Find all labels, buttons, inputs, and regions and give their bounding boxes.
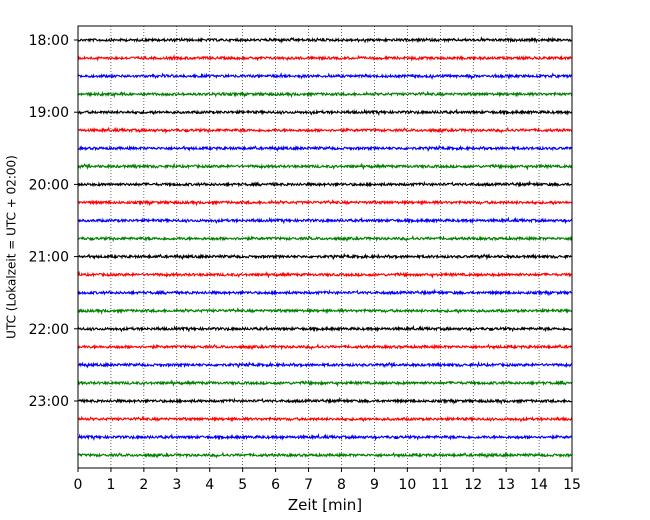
x-tick-label-14: 14 bbox=[530, 477, 548, 493]
x-tick-label-15: 15 bbox=[563, 477, 581, 493]
x-axis-title: Zeit [min] bbox=[288, 496, 362, 514]
trace-1830 bbox=[77, 72, 573, 81]
y-tick-label-2300: 23:00 bbox=[29, 394, 69, 410]
trace-2215 bbox=[77, 343, 573, 351]
x-tick-label-8: 8 bbox=[337, 477, 346, 493]
x-tick-label-5: 5 bbox=[238, 477, 247, 493]
trace-2330 bbox=[77, 433, 573, 442]
x-tick-label-11: 11 bbox=[431, 477, 449, 493]
trace-2000 bbox=[77, 180, 573, 188]
trace-2030 bbox=[77, 216, 573, 225]
x-tick-label-12: 12 bbox=[464, 477, 482, 493]
x-tick-label-9: 9 bbox=[370, 477, 379, 493]
trace-1945 bbox=[77, 162, 573, 171]
trace-2145 bbox=[77, 307, 573, 315]
trace-1845 bbox=[77, 90, 573, 99]
y-axis-title: UTC (Lokalzeit = UTC + 02:00) bbox=[5, 155, 19, 339]
x-tick-label-3: 3 bbox=[172, 477, 181, 493]
trace-1800 bbox=[77, 36, 573, 44]
trace-2045 bbox=[77, 234, 573, 243]
trace-2200 bbox=[77, 324, 573, 333]
x-tick-label-0: 0 bbox=[74, 477, 83, 493]
x-tick-label-7: 7 bbox=[304, 477, 313, 493]
trace-2100 bbox=[77, 252, 573, 261]
trace-2115 bbox=[77, 270, 573, 279]
x-tick-label-2: 2 bbox=[139, 477, 148, 493]
trace-2300 bbox=[77, 396, 573, 406]
tick-layer: 0 1 2 3 4 5 6 7 8 9 10 11 12 13 14 1518:0019:0020:0021:… bbox=[29, 33, 581, 493]
x-tick-label-1: 1 bbox=[106, 477, 115, 493]
x-tick-label-10: 10 bbox=[398, 477, 416, 493]
trace-1900 bbox=[77, 108, 573, 117]
y-tick-label-1900: 19:00 bbox=[29, 105, 69, 121]
trace-1815 bbox=[77, 54, 573, 62]
x-tick-label-13: 13 bbox=[497, 477, 515, 493]
trace-1915 bbox=[77, 126, 573, 135]
y-tick-label-2000: 20:00 bbox=[29, 177, 69, 193]
y-tick-label-1800: 18:00 bbox=[29, 33, 69, 49]
trace-2245 bbox=[77, 379, 573, 388]
trace-2315 bbox=[77, 415, 573, 423]
plot-frame bbox=[77, 25, 573, 469]
trace-layer bbox=[77, 36, 573, 459]
trace-2015 bbox=[77, 198, 573, 207]
trace-1930 bbox=[77, 144, 573, 152]
x-tick-label-6: 6 bbox=[271, 477, 280, 493]
trace-2230 bbox=[77, 360, 573, 369]
x-tick-label-4: 4 bbox=[205, 477, 214, 493]
y-tick-label-2100: 21:00 bbox=[29, 250, 69, 266]
y-tick-label-2200: 22:00 bbox=[29, 322, 69, 338]
trace-2345 bbox=[77, 451, 573, 459]
trace-2130 bbox=[77, 288, 573, 297]
